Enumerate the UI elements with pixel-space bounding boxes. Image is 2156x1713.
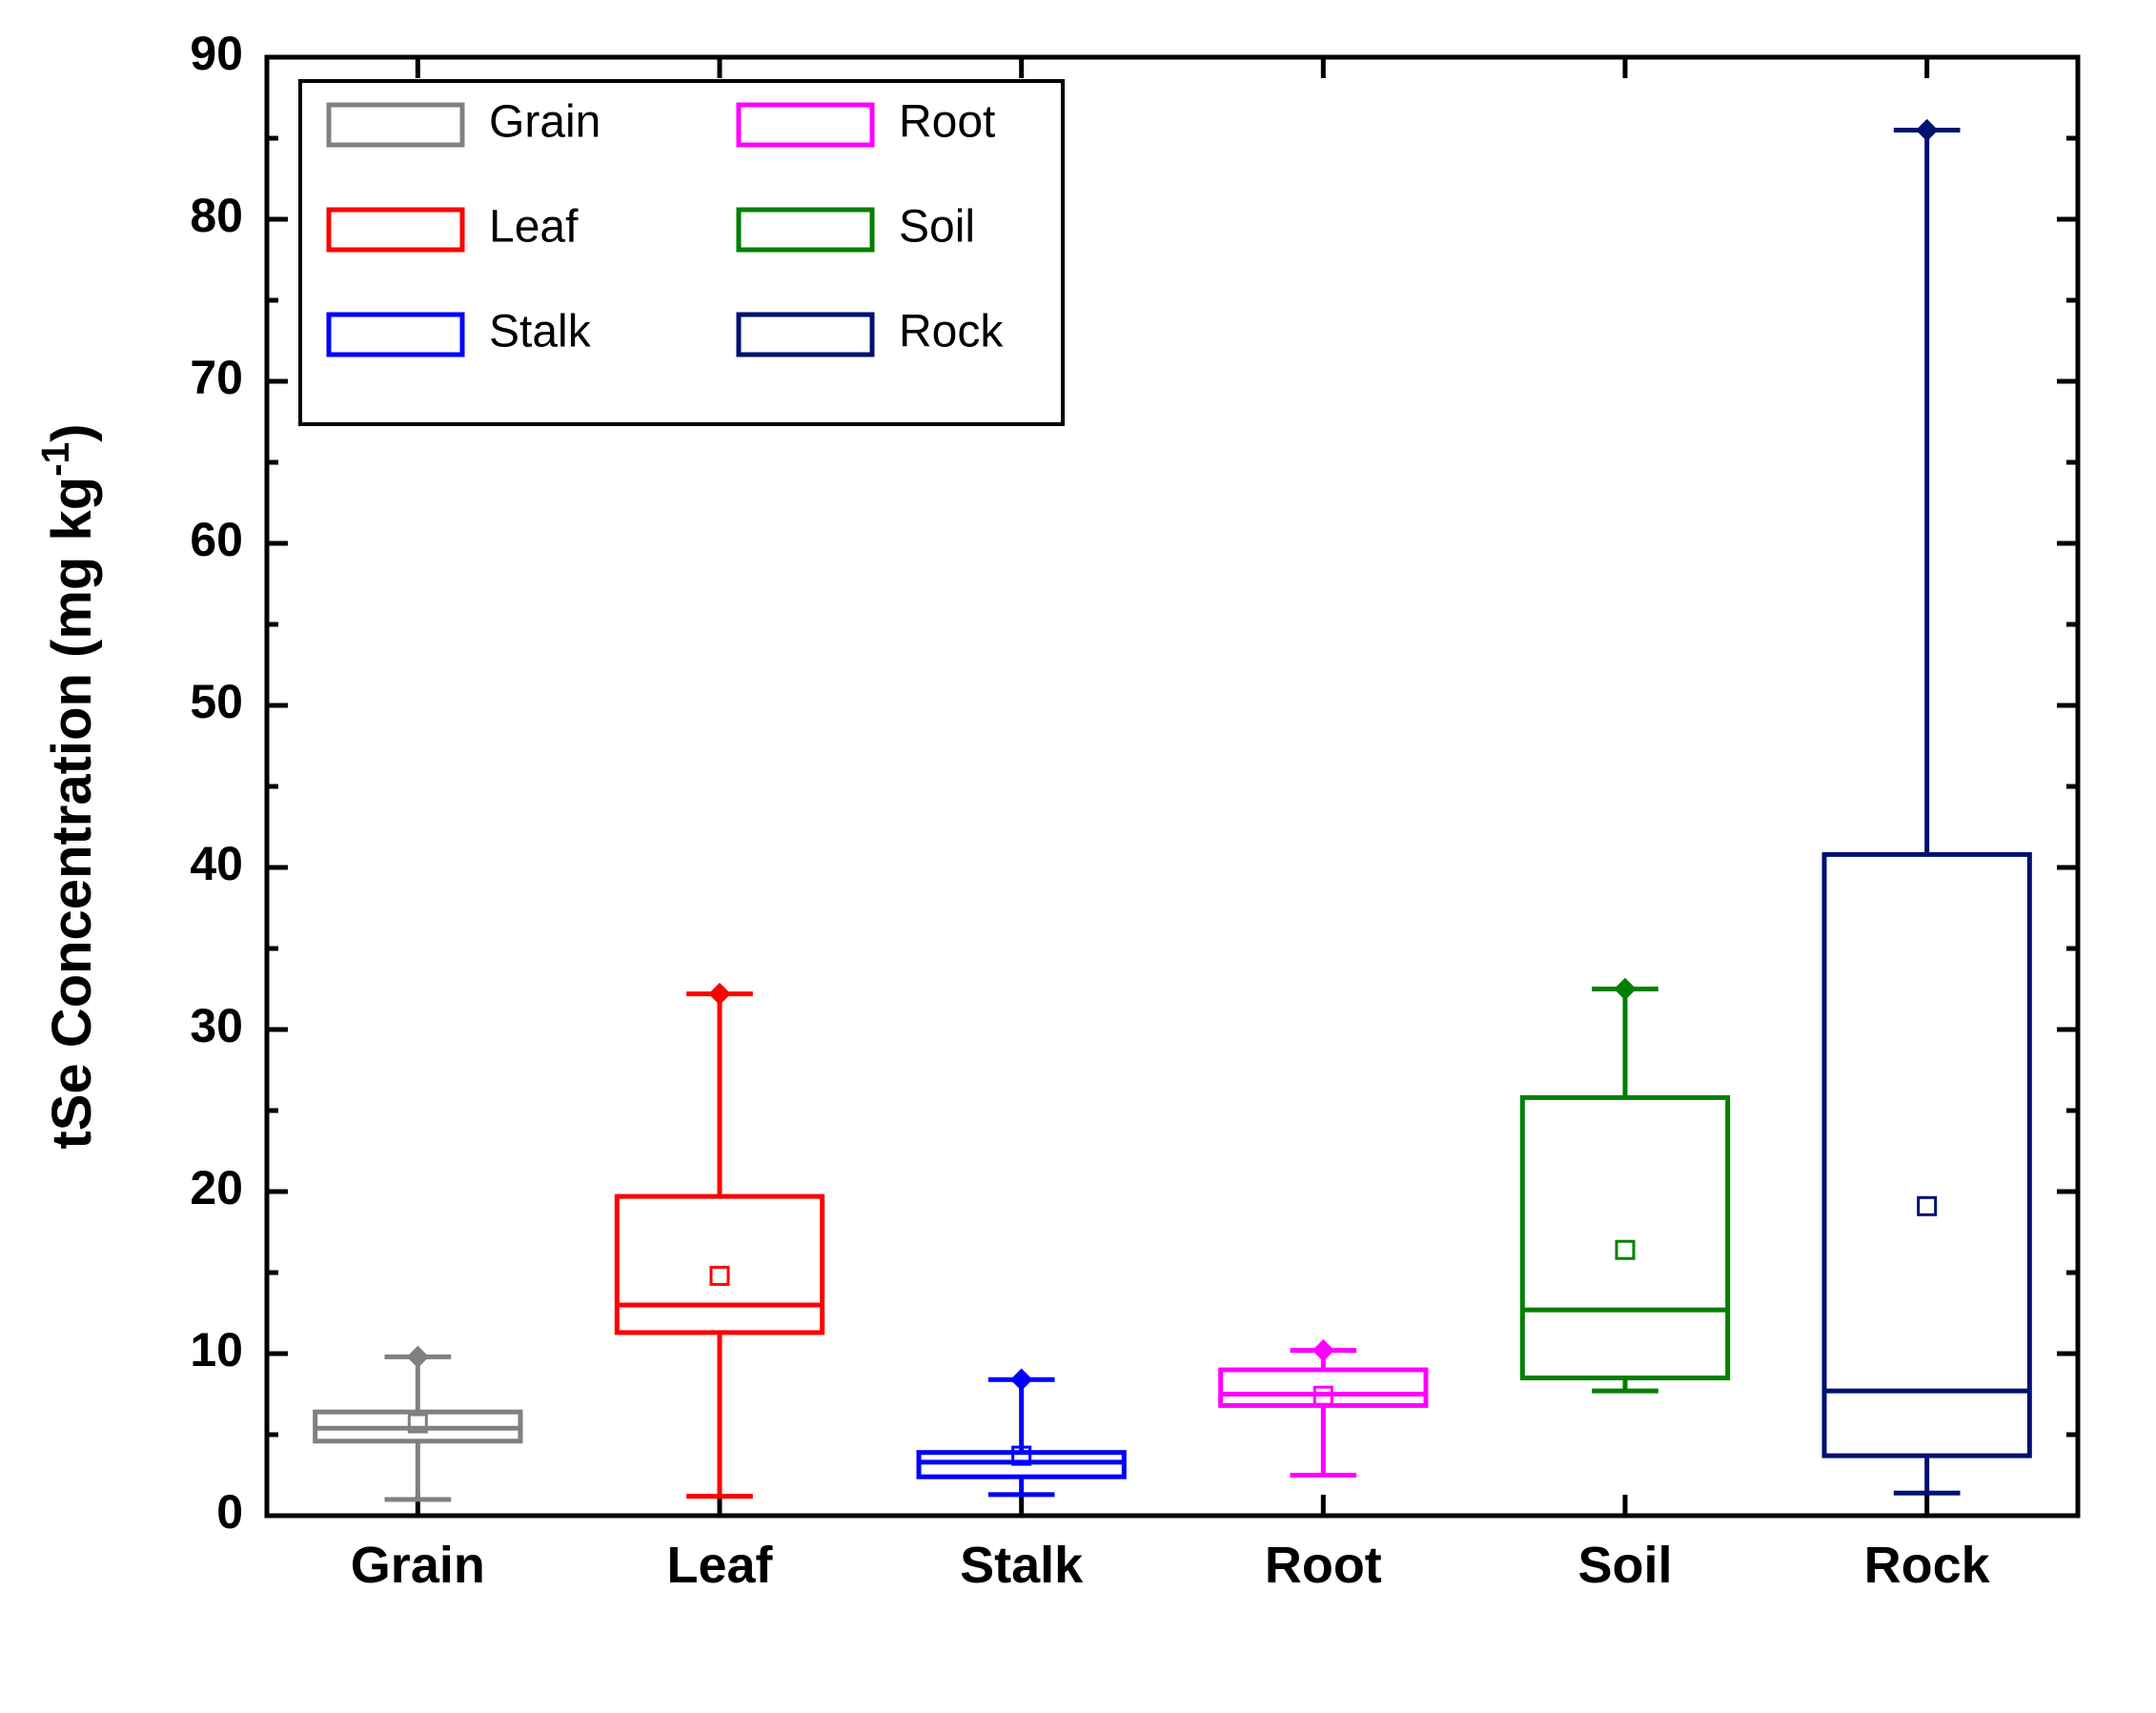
category-label: Grain	[351, 1537, 485, 1594]
outlier-marker	[1917, 120, 1938, 141]
box-root	[1221, 1340, 1426, 1476]
ytick-label: 20	[190, 1161, 243, 1214]
category-label: Root	[1265, 1537, 1382, 1594]
box-soil	[1522, 979, 1727, 1392]
ytick-label: 0	[216, 1485, 243, 1539]
outlier-marker	[1312, 1340, 1333, 1361]
box-leaf	[617, 984, 822, 1497]
chart-svg: 0 10 20 30 40 50 60 70 80 90 Grain Leaf Stalk Root Soi…	[0, 0, 2156, 1713]
ytick-label: 70	[190, 351, 243, 404]
category-label: Rock	[1864, 1537, 1991, 1594]
ytick-label: 90	[190, 27, 243, 80]
boxplot-chart: 0 10 20 30 40 50 60 70 80 90 Grain Leaf Stalk Root Soi…	[0, 0, 2156, 1713]
ytick-label: 50	[190, 675, 243, 728]
ytick-label: 40	[190, 837, 243, 890]
category-label: Stalk	[960, 1537, 1084, 1594]
box-rock	[1824, 120, 2029, 1494]
box	[1824, 854, 2029, 1456]
ytick-label: 10	[190, 1323, 243, 1377]
ytick-label: 60	[190, 513, 243, 566]
category-label: Soil	[1577, 1537, 1672, 1594]
legend-label: Root	[899, 97, 995, 148]
legend-label: Stalk	[489, 307, 592, 357]
legend-label: Leaf	[489, 202, 579, 253]
box-stalk	[919, 1369, 1124, 1495]
outlier-marker	[709, 984, 730, 1005]
y-axis-label: tSe Concentration (mg kg-1)	[33, 423, 103, 1149]
legend-label: Grain	[489, 97, 600, 148]
legend-label: Rock	[899, 307, 1004, 357]
outlier-marker	[1615, 979, 1636, 1000]
legend-label: Soil	[899, 202, 975, 253]
ytick-label: 80	[190, 189, 243, 242]
outlier-marker	[1011, 1369, 1032, 1390]
category-label: Leaf	[666, 1537, 773, 1594]
box	[1522, 1097, 1727, 1377]
box	[617, 1196, 822, 1333]
box-grain	[315, 1346, 520, 1499]
outlier-marker	[407, 1346, 428, 1367]
ytick-label: 30	[190, 999, 243, 1052]
